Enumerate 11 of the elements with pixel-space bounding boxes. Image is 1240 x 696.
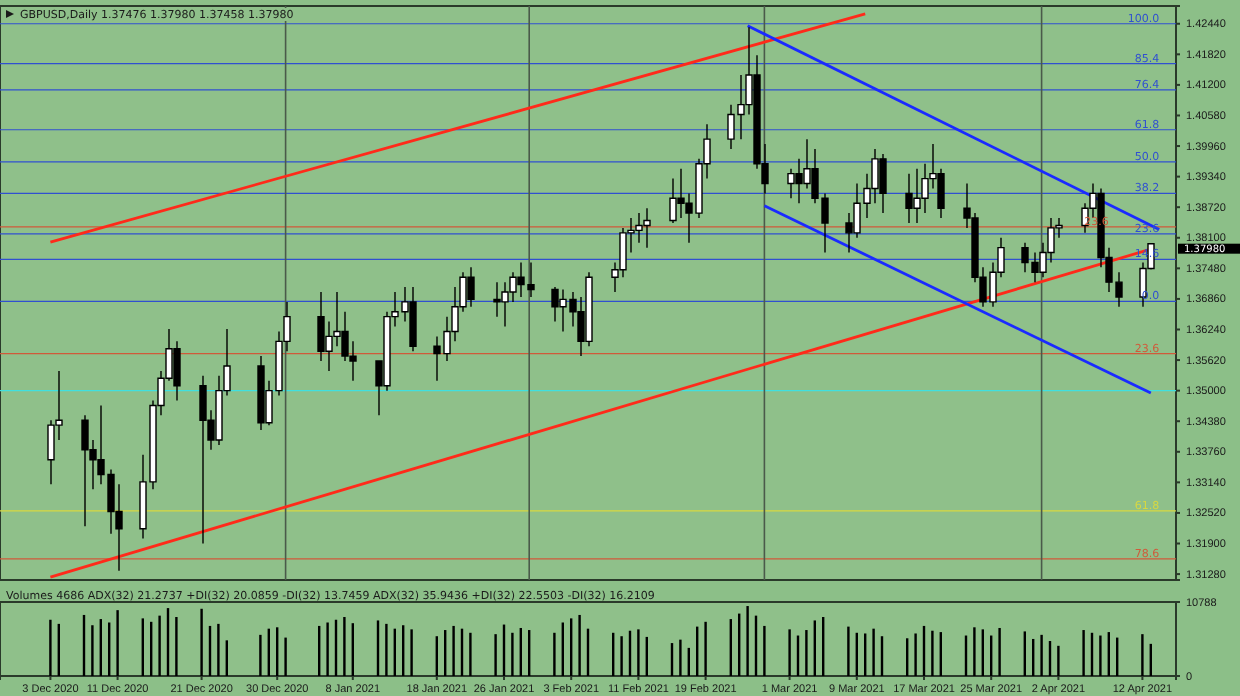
candlestick	[879, 153, 887, 214]
candlestick	[913, 168, 921, 224]
candlestick	[643, 207, 651, 249]
candlestick	[257, 355, 265, 431]
candlestick	[551, 286, 559, 323]
candlestick	[905, 172, 913, 224]
candlestick	[199, 375, 207, 545]
candlestick	[81, 414, 89, 527]
candlestick	[409, 286, 417, 352]
candlestick	[467, 266, 475, 308]
candlestick	[669, 177, 677, 224]
